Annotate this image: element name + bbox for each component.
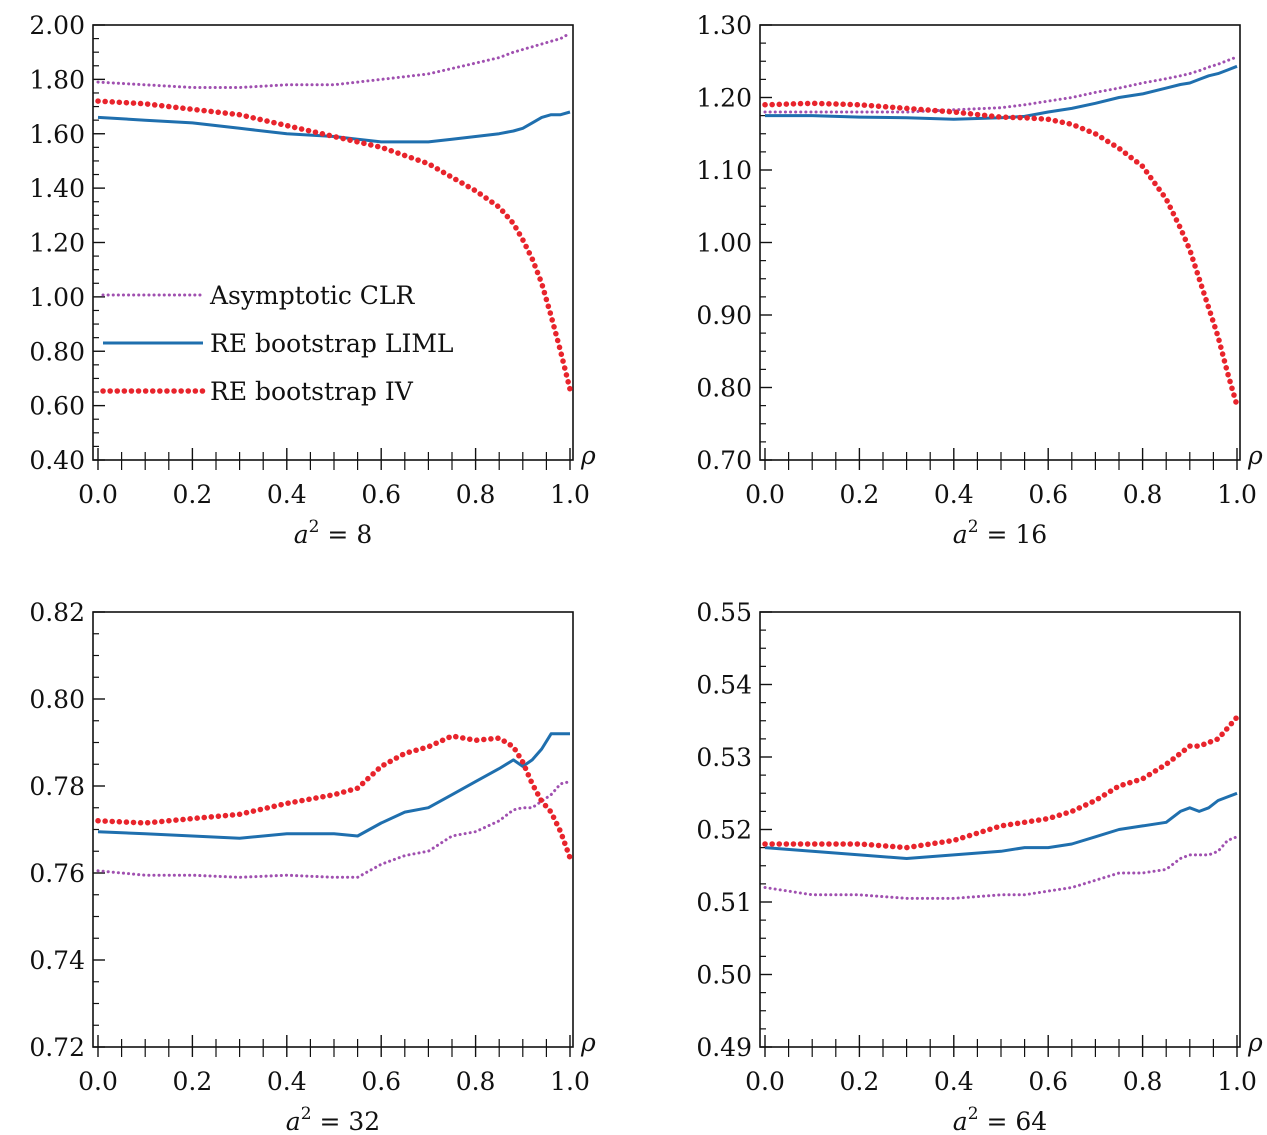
y-tick-label: 1.40 <box>29 174 85 203</box>
y-tick-label: 0.60 <box>29 392 85 421</box>
y-tick-label: 0.70 <box>696 446 752 475</box>
x-tick-label: 0.8 <box>456 480 496 509</box>
series-line-asymptotic_clr <box>96 780 572 879</box>
y-tick-label: 0.80 <box>29 337 85 366</box>
y-tick-label: 1.10 <box>696 156 752 185</box>
x-tick-label: 0.4 <box>934 1067 974 1096</box>
series-line-re_bootstrap_iv <box>95 733 573 861</box>
plot-frame <box>759 24 1241 461</box>
y-tick-label: 0.51 <box>696 888 752 917</box>
y-tick-label: 0.49 <box>696 1033 752 1062</box>
x-tick-label: 0.6 <box>361 1067 401 1096</box>
x-axis-label: ρ <box>580 1028 596 1057</box>
x-tick-label: 0.0 <box>78 480 118 509</box>
x-tick-label: 0.4 <box>267 1067 307 1096</box>
x-tick-label: 0.4 <box>934 480 974 509</box>
y-tick-label: 0.90 <box>696 301 752 330</box>
y-tick-label: 1.80 <box>29 65 85 94</box>
legend-label: Asymptotic CLR <box>209 281 416 310</box>
x-tick-label: 0.8 <box>1123 480 1163 509</box>
panel-a2-8: 0.40 0.60 0.80 1.00 1.20 1.40 1.60 1.80 2.00 0.0 0… <box>29 11 596 549</box>
series-line-re_bootstrap_liml <box>764 791 1238 860</box>
y-tick-label: 0.55 <box>696 598 752 627</box>
y-tick-label: 1.20 <box>29 229 85 258</box>
x-tick-label: 0.2 <box>840 480 880 509</box>
y-tick-label: 0.50 <box>696 961 752 990</box>
x-axis-label: ρ <box>580 441 596 470</box>
y-tick-label: 1.00 <box>696 229 752 258</box>
x-tick-label: 0.6 <box>361 480 401 509</box>
panel-a2-16: 0.70 0.80 0.90 1.00 1.10 1.20 1.30 0.0 0.2 0.4 0.6… <box>696 11 1263 549</box>
panel-caption: a2 = 8 <box>294 517 372 549</box>
x-tick-label: 0.6 <box>1028 1067 1068 1096</box>
x-axis-label: ρ <box>1247 441 1263 470</box>
series-line-asymptotic_clr <box>96 31 572 89</box>
y-tick-label: 0.76 <box>29 859 85 888</box>
legend: Asymptotic CLR RE bootstrap LIML RE bootst… <box>100 281 454 406</box>
y-tick-label: 0.78 <box>29 772 85 801</box>
panel-caption: a2 = 16 <box>953 517 1047 549</box>
y-tick-label: 0.82 <box>29 598 85 627</box>
x-tick-label: 1.0 <box>550 480 590 509</box>
x-tick-label: 0.0 <box>78 1067 118 1096</box>
panel-a2-64: 0.49 0.50 0.51 0.52 0.53 0.54 0.55 0.0 0.2 0.4 0.6… <box>696 598 1263 1135</box>
y-tick-label: 1.00 <box>29 283 85 312</box>
legend-label: RE bootstrap IV <box>210 377 414 406</box>
x-tick-label: 0.8 <box>456 1067 496 1096</box>
y-tick-label: 0.80 <box>696 374 752 403</box>
y-tick-label: 1.20 <box>696 84 752 113</box>
y-tick-label: 1.30 <box>696 11 752 40</box>
series-line-re_bootstrap_liml <box>97 110 571 144</box>
x-tick-label: 0.2 <box>840 1067 880 1096</box>
x-tick-label: 0.8 <box>1123 1067 1163 1096</box>
y-tick-label: 0.54 <box>696 671 752 700</box>
y-tick-label: 0.53 <box>696 743 752 772</box>
x-tick-label: 1.0 <box>1217 1067 1257 1096</box>
plot-frame <box>92 611 574 1048</box>
x-tick-label: 0.2 <box>173 480 213 509</box>
x-tick-label: 0.4 <box>267 480 307 509</box>
series-line-re_bootstrap_iv <box>762 714 1240 851</box>
series-line-re_bootstrap_iv <box>762 100 1240 409</box>
series-line-re_bootstrap_liml <box>765 64 1238 121</box>
legend-label: RE bootstrap LIML <box>210 329 454 358</box>
y-tick-label: 0.40 <box>29 446 85 475</box>
x-tick-label: 0.0 <box>745 1067 785 1096</box>
y-tick-label: 1.60 <box>29 120 85 149</box>
series-line-re_bootstrap_liml <box>97 732 570 840</box>
panel-caption: a2 = 32 <box>286 1104 380 1135</box>
y-tick-label: 2.00 <box>29 11 85 40</box>
x-tick-label: 0.2 <box>173 1067 213 1096</box>
panel-a2-32: 0.72 0.74 0.76 0.78 0.80 0.82 0.0 0.2 0.4 0.6 0.8 1… <box>29 598 596 1135</box>
x-tick-label: 0.0 <box>745 480 785 509</box>
x-axis-label: ρ <box>1247 1028 1263 1057</box>
x-tick-label: 1.0 <box>550 1067 590 1096</box>
plot-frame <box>759 611 1241 1048</box>
panel-caption: a2 = 64 <box>953 1104 1047 1135</box>
series-line-re_bootstrap_iv <box>95 98 573 393</box>
y-tick-label: 0.52 <box>696 816 752 845</box>
y-tick-label: 0.74 <box>29 946 85 975</box>
y-tick-label: 0.80 <box>29 685 85 714</box>
y-tick-label: 0.72 <box>29 1033 85 1062</box>
x-tick-label: 1.0 <box>1217 480 1257 509</box>
x-tick-label: 0.6 <box>1028 480 1068 509</box>
series-line-asymptotic_clr <box>763 835 1239 900</box>
